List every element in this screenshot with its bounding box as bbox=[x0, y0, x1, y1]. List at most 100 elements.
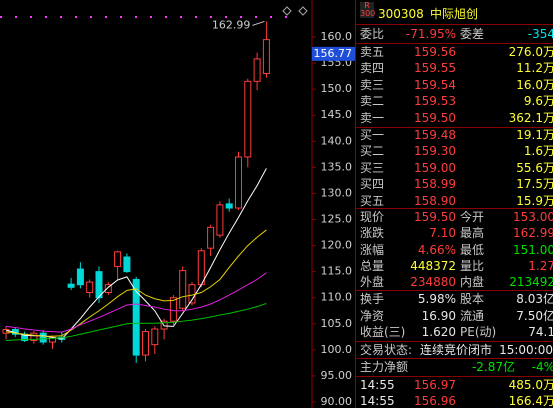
label: 现价 bbox=[360, 210, 385, 224]
label: 外盘 bbox=[360, 275, 385, 290]
badge: R 300 bbox=[360, 2, 376, 18]
value: 7.50亿 bbox=[516, 308, 553, 323]
diamond-icon[interactable] bbox=[298, 6, 308, 16]
label: 委比 bbox=[360, 27, 385, 41]
order-row: 卖一 159.50 362.1万 bbox=[358, 110, 553, 126]
value: 74.1 bbox=[528, 325, 553, 339]
moving-average bbox=[5, 229, 267, 337]
candle-body bbox=[207, 226, 215, 249]
price: 158.99 bbox=[414, 177, 456, 192]
candle-body bbox=[132, 278, 140, 356]
candle-body bbox=[169, 297, 177, 322]
candle-body bbox=[39, 332, 47, 343]
label: 最低 bbox=[460, 242, 485, 257]
candle-body bbox=[197, 250, 205, 286]
volume: 55.6万 bbox=[516, 160, 553, 175]
value: 234880 bbox=[410, 275, 456, 290]
value: 16.90 bbox=[421, 308, 456, 323]
y-tick-label: 120.0 bbox=[321, 239, 353, 252]
order-row: 买二 159.30 1.6万 bbox=[358, 143, 553, 159]
label: 卖五 bbox=[360, 45, 385, 59]
label: 卖一 bbox=[360, 110, 385, 125]
volume: 362.1万 bbox=[508, 110, 553, 125]
high-marker-line bbox=[252, 20, 265, 26]
value: 连续竞价闭市 bbox=[420, 343, 493, 357]
label: 流通 bbox=[460, 308, 485, 323]
y-tick-label: 110.0 bbox=[321, 291, 353, 304]
price: 159.50 bbox=[414, 110, 456, 125]
volume: 276.0万 bbox=[508, 45, 553, 59]
value: -71.95% bbox=[405, 27, 456, 41]
price: 159.56 bbox=[414, 45, 456, 59]
candle-body bbox=[123, 256, 131, 273]
price: 156.96 bbox=[414, 394, 456, 408]
value: 1.620 bbox=[421, 325, 456, 339]
stat-row: 净资 16.90 流通 7.50亿 bbox=[358, 308, 553, 324]
y-tick-label: 125.0 bbox=[321, 213, 353, 226]
diamond-icon[interactable] bbox=[282, 6, 292, 16]
moving-average bbox=[5, 302, 267, 341]
label: 换手 bbox=[360, 292, 385, 306]
volume: 15.9万 bbox=[516, 193, 553, 208]
candle-body bbox=[95, 271, 103, 299]
quote-panel: R 300 300308 中际旭创 委比 -71.95% 委差 -354 卖五 15… bbox=[355, 0, 553, 408]
ratio-row: 委比 -71.95% 委差 -354 bbox=[358, 26, 553, 42]
label: 最高 bbox=[460, 226, 485, 241]
candle-body bbox=[253, 58, 261, 82]
label: 卖四 bbox=[360, 61, 385, 76]
label: 内盘 bbox=[460, 275, 485, 290]
volume: 485.0万 bbox=[508, 378, 553, 392]
y-tick-label: 145.0 bbox=[321, 108, 353, 121]
candle-body bbox=[142, 331, 149, 356]
value: 5.98% bbox=[417, 292, 456, 306]
high-marker-label: 162.99 bbox=[212, 18, 251, 31]
stat-row: 换手 5.98% 股本 8.03亿 bbox=[358, 291, 553, 307]
price: 159.53 bbox=[414, 94, 456, 109]
candle-body bbox=[244, 80, 252, 158]
time: 15:00:00 bbox=[499, 343, 553, 357]
candle-body bbox=[262, 39, 270, 75]
candle-body bbox=[104, 284, 112, 294]
candle-body bbox=[235, 156, 242, 209]
value: -354 bbox=[527, 27, 553, 41]
order-row: 买五 158.90 15.9万 bbox=[358, 193, 553, 209]
price: 159.54 bbox=[414, 77, 456, 92]
label: 总量 bbox=[360, 258, 385, 273]
y-tick-label: 95.00 bbox=[321, 369, 353, 382]
candle-body bbox=[225, 203, 233, 209]
value: 213492 bbox=[509, 275, 553, 290]
price: 159.30 bbox=[414, 144, 456, 159]
order-row: 买一 159.48 19.1万 bbox=[358, 127, 553, 143]
order-row: 卖二 159.53 9.6万 bbox=[358, 93, 553, 109]
volume: 166.4万 bbox=[508, 394, 553, 408]
main-flow-row: 主力净额 -2.87亿 -4% bbox=[358, 359, 553, 375]
moving-average bbox=[5, 272, 267, 333]
y-tick-label: 130.0 bbox=[321, 186, 353, 199]
label: 买一 bbox=[360, 128, 385, 142]
volume: 19.1万 bbox=[516, 128, 553, 142]
y-tick-label: 105.0 bbox=[321, 317, 353, 330]
header: R 300 300308 中际旭创 bbox=[358, 2, 553, 22]
stat-row: 收益(三) 1.620 PE(动) 74.1 bbox=[358, 324, 553, 340]
volume: 17.5万 bbox=[516, 177, 553, 192]
order-row: 卖五 159.56 276.0万 bbox=[358, 44, 553, 60]
label: 卖二 bbox=[360, 94, 385, 109]
y-tick-label: 135.0 bbox=[321, 160, 353, 173]
label: 交易状态: bbox=[360, 343, 413, 357]
label: 买五 bbox=[360, 193, 385, 208]
order-row: 买四 158.99 17.5万 bbox=[358, 176, 553, 192]
current-price-box bbox=[312, 46, 355, 61]
value: 4.66% bbox=[417, 242, 456, 257]
badge-bottom: 300 bbox=[360, 9, 376, 18]
label: 收益(三) bbox=[360, 325, 406, 339]
label: 涨幅 bbox=[360, 242, 385, 257]
candle-body bbox=[76, 268, 84, 286]
stat-row: 外盘 234880 内盘 213492 bbox=[358, 274, 553, 290]
label: 股本 bbox=[460, 292, 485, 306]
order-row: 卖四 159.55 11.2万 bbox=[358, 60, 553, 76]
candle-body bbox=[179, 270, 187, 309]
volume: 9.6万 bbox=[523, 94, 553, 109]
candle-body bbox=[86, 281, 94, 294]
label: 买四 bbox=[360, 177, 385, 192]
